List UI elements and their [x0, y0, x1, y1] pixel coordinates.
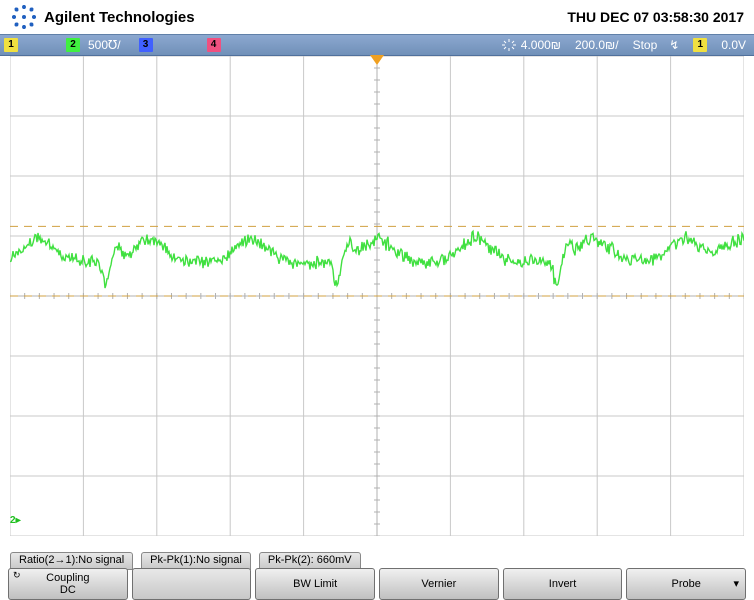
softkey-probe[interactable]: Probe ▾ [626, 568, 746, 600]
delay-value: 4.000₪ [521, 38, 561, 52]
header-bar: Agilent Technologies THU DEC 07 03:58:30… [0, 0, 754, 34]
trigger-source-badge[interactable]: 1 [693, 38, 707, 52]
timebase-value: 200.0₪/ [575, 38, 619, 52]
trigger-level: 0.0V [721, 38, 746, 52]
ch2-scale: 500℧/ [88, 38, 121, 52]
softkey-coupling[interactable]: ↻ Coupling DC [8, 568, 128, 600]
ch1-badge[interactable]: 1 [4, 38, 18, 52]
softkey-title: Probe [672, 578, 701, 590]
channel-toolbar: 1 2 500℧/ 3 4 4.000₪ 200.0₪/ Stop ↯ 1 0.… [0, 34, 754, 56]
ground-marker: 2▸ [10, 515, 21, 526]
softkey-invert[interactable]: Invert [503, 568, 623, 600]
timestamp: THU DEC 07 03:58:30 2017 [567, 9, 744, 25]
softkey-empty[interactable] [132, 568, 252, 600]
waveform-plot: 2▸ [10, 56, 744, 536]
ch3-badge[interactable]: 3 [139, 38, 153, 52]
softkey-bar: ↻ Coupling DC BW Limit Vernier Invert Pr… [8, 568, 746, 600]
softkey-title: Coupling [46, 572, 89, 584]
brand-name: Agilent Technologies [44, 9, 195, 26]
ch4-badge[interactable]: 4 [207, 38, 221, 52]
cycle-icon: ↻ [13, 571, 21, 581]
ch2-badge[interactable]: 2 [66, 38, 80, 52]
burst-icon [501, 38, 517, 52]
softkey-vernier[interactable]: Vernier [379, 568, 499, 600]
softkey-bwlimit[interactable]: BW Limit [255, 568, 375, 600]
brand: Agilent Technologies [10, 3, 195, 31]
softkey-value: DC [60, 584, 76, 596]
trigger-position-marker-icon [370, 55, 384, 65]
trigger-edge-icon: ↯ [669, 38, 679, 52]
softkey-title: BW Limit [293, 578, 337, 590]
softkey-title: Vernier [421, 578, 456, 590]
ground-arrow-icon: ▸ [16, 515, 21, 526]
chevron-down-icon: ▾ [734, 578, 740, 590]
waveform-svg [10, 56, 744, 536]
run-state[interactable]: Stop [633, 38, 658, 52]
brand-logo-icon [10, 3, 38, 31]
softkey-title: Invert [549, 578, 577, 590]
